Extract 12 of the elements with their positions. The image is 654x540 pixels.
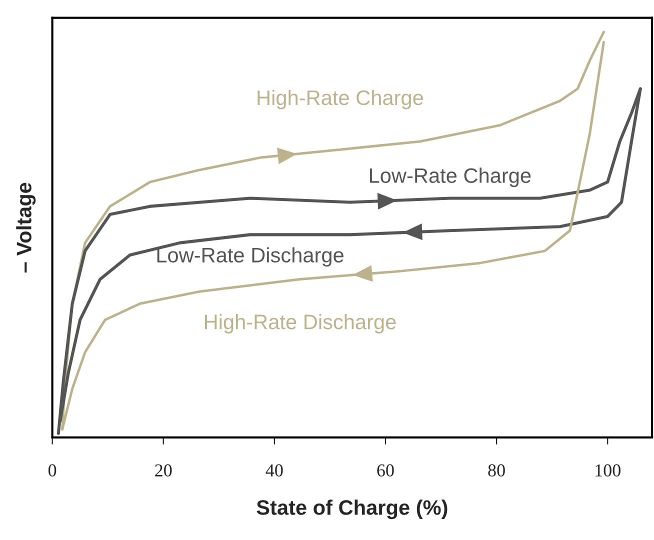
x-tick-label: 20	[155, 464, 172, 476]
x-tick-label: 100	[596, 464, 620, 476]
x-tick-label: 0	[48, 464, 56, 476]
x-tick-label: 80	[488, 464, 505, 476]
series-label: Low-Rate Charge	[370, 168, 531, 188]
x-tick-label: 40	[266, 464, 283, 476]
series-label: High-Rate Discharge	[205, 314, 396, 334]
x-tick-label: 60	[377, 464, 394, 476]
series-label: High-Rate Charge	[258, 90, 423, 110]
y-axis-title: – Voltage	[16, 182, 36, 273]
x-axis-title: State of Charge (%)	[256, 500, 448, 520]
series-label: Low-Rate Discharge	[157, 247, 344, 267]
